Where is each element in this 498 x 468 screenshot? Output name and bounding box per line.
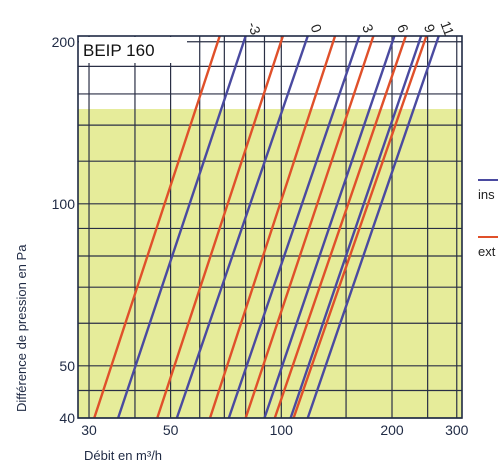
series-lines (93, 35, 440, 419)
legend: ins ext (478, 179, 498, 259)
model-label-box (79, 37, 187, 63)
series-line-ext (292, 35, 428, 419)
series-label: -3 (245, 20, 264, 37)
x-tick-label: 100 (270, 422, 294, 438)
model-label: BEIP 160 (83, 41, 155, 60)
series-line-ext (93, 35, 221, 419)
x-tick-label: 300 (445, 422, 469, 438)
y-tick-label: 40 (59, 410, 75, 426)
y-tick-label: 50 (59, 358, 75, 374)
series-line-ext (273, 35, 407, 419)
x-tick-labels: 30 50 100 200 300 (81, 422, 468, 438)
series-line-ins (289, 35, 423, 419)
series-line-ext (156, 35, 285, 419)
plot-frame (77, 35, 463, 419)
grid (78, 36, 462, 419)
series-line-ins (175, 35, 309, 419)
x-axis-title: Débit en m³/h (84, 448, 162, 463)
y-axis-title: Différence de pression en Pa (14, 244, 29, 412)
series-line-ext (244, 35, 375, 419)
y-tick-label: 100 (52, 196, 76, 212)
y-tick-labels: 40 50 100 200 (52, 34, 76, 426)
legend-label-ext: ext (478, 244, 496, 259)
series-line-ins (116, 35, 247, 419)
legend-label-ins: ins (478, 187, 495, 202)
series-line-ins (227, 35, 361, 419)
series-line-ins (306, 35, 440, 419)
y-tick-label: 200 (52, 34, 76, 50)
series-label: 11 (437, 19, 457, 38)
x-tick-label: 200 (380, 422, 404, 438)
x-tick-label: 30 (81, 422, 97, 438)
highlight-band (78, 109, 462, 418)
series-line-ext (208, 35, 337, 419)
series-line-ins (263, 35, 396, 419)
x-tick-label: 50 (163, 422, 179, 438)
